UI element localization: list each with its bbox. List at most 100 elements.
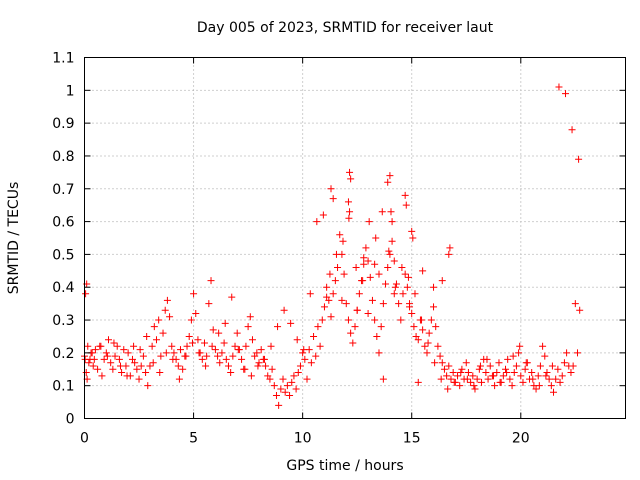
data-point (499, 372, 507, 380)
data-point (411, 290, 419, 298)
data-point (552, 375, 560, 383)
data-point (188, 339, 196, 347)
data-point (365, 218, 373, 226)
data-point (556, 378, 564, 386)
data-point (168, 342, 176, 350)
data-point (244, 323, 252, 331)
data-point (379, 300, 387, 308)
data-point (91, 346, 99, 354)
y-tick-label: 0.4 (52, 280, 74, 296)
data-point (300, 346, 308, 354)
data-point (211, 346, 219, 354)
data-point (329, 290, 337, 298)
data-point (517, 372, 525, 380)
data-point (401, 270, 409, 278)
data-point (234, 346, 242, 354)
data-point (195, 349, 203, 357)
data-point (434, 342, 442, 350)
data-point (338, 296, 346, 304)
data-point (182, 352, 190, 360)
data-point (241, 365, 249, 373)
data-point (130, 342, 138, 350)
data-point (292, 385, 300, 393)
data-point (574, 349, 582, 357)
data-point (458, 365, 466, 373)
data-point (401, 191, 409, 199)
data-point (248, 336, 256, 344)
data-point (175, 375, 183, 383)
data-point (222, 355, 230, 363)
data-point (360, 260, 368, 268)
y-tick-label: 0.2 (52, 346, 74, 362)
data-point (542, 372, 550, 380)
data-point (299, 349, 307, 357)
data-point (339, 237, 347, 245)
data-point (344, 316, 352, 324)
data-point (470, 382, 478, 390)
data-point (430, 283, 438, 291)
data-point (575, 155, 583, 163)
data-point (268, 365, 276, 373)
data-point (202, 362, 210, 370)
data-point (137, 362, 145, 370)
data-point (364, 257, 372, 265)
data-point (314, 323, 322, 331)
data-point (432, 323, 440, 331)
data-point (229, 352, 237, 360)
data-point (220, 339, 228, 347)
data-point (260, 355, 268, 363)
data-point (521, 365, 529, 373)
data-point (408, 309, 416, 317)
data-point (89, 362, 97, 370)
data-point (440, 365, 448, 373)
data-point (327, 313, 335, 321)
data-point (216, 359, 224, 367)
data-point (377, 323, 385, 331)
data-point (548, 362, 556, 370)
data-point (159, 329, 167, 337)
data-point (510, 369, 518, 377)
data-point (347, 175, 355, 183)
plot-frame (84, 57, 626, 419)
data-point (382, 280, 390, 288)
data-point (368, 296, 376, 304)
data-point (378, 208, 386, 216)
data-point (313, 218, 321, 226)
data-point (247, 372, 255, 380)
data-point (257, 346, 265, 354)
data-point (81, 355, 89, 363)
data-point (100, 355, 108, 363)
data-point (364, 309, 372, 317)
data-point (283, 382, 291, 390)
data-point (438, 277, 446, 285)
data-point (490, 372, 498, 380)
data-point (390, 257, 398, 265)
y-tick-label: 0 (66, 412, 75, 428)
y-tick-label: 0.1 (52, 379, 74, 395)
data-point (392, 280, 400, 288)
data-point (427, 316, 435, 324)
y-tick-label: 1 (66, 83, 75, 99)
data-point (567, 369, 575, 377)
data-point (486, 362, 494, 370)
y-tick-label: 0.7 (52, 182, 74, 198)
data-points (81, 83, 584, 409)
data-point (372, 234, 380, 242)
data-point (558, 372, 566, 380)
data-point (294, 369, 302, 377)
data-point (152, 336, 160, 344)
data-point (388, 237, 396, 245)
data-point (408, 227, 416, 235)
data-point (425, 329, 433, 337)
data-point (529, 375, 537, 383)
y-tick-label: 1.1 (52, 51, 74, 67)
data-point (352, 264, 360, 272)
data-point (471, 385, 479, 393)
data-point (431, 359, 439, 367)
data-point (163, 296, 171, 304)
data-point (136, 346, 144, 354)
data-point (399, 290, 407, 298)
data-point (386, 250, 394, 258)
data-point (113, 342, 121, 350)
